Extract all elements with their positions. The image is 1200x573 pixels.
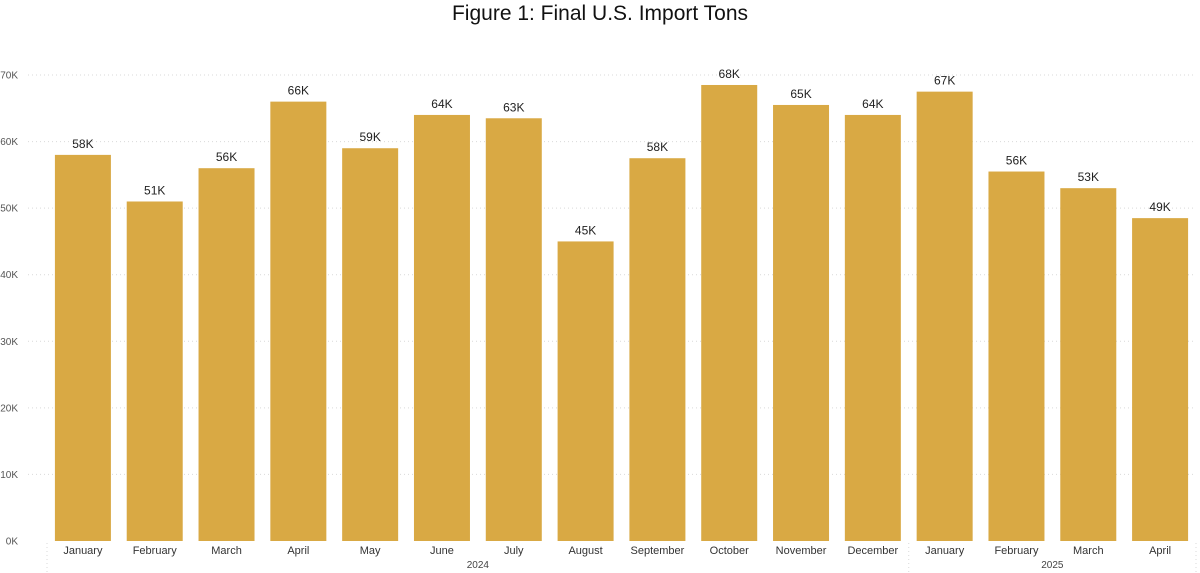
data-label: 49K	[1149, 200, 1170, 214]
bar	[557, 241, 614, 541]
group-label: 2025	[1041, 560, 1064, 571]
x-tick-label: May	[360, 545, 381, 557]
y-tick-label: 0K	[6, 537, 19, 548]
x-tick-label: July	[504, 545, 524, 557]
x-tick-label: April	[1149, 545, 1171, 557]
bar	[773, 104, 830, 541]
data-label: 58K	[647, 140, 668, 154]
y-tick-label: 50K	[0, 204, 18, 215]
data-label: 64K	[431, 97, 452, 111]
y-tick-label: 10K	[0, 470, 18, 481]
data-label: 66K	[288, 84, 309, 98]
group-label: 2024	[467, 560, 490, 571]
bars: 58K 51K 56K 66K 59K 64K 63K 45K 58K 68K 65K 64K 67K 5…	[54, 67, 1189, 542]
x-tick-label: August	[568, 545, 602, 557]
bar	[1060, 188, 1117, 541]
x-tick-label: February	[994, 545, 1039, 557]
bar	[701, 84, 758, 541]
y-tick-label: 30K	[0, 337, 18, 348]
bar	[126, 201, 183, 541]
bar	[54, 154, 111, 541]
data-label: 56K	[216, 150, 237, 164]
bar	[270, 101, 327, 541]
bar	[629, 158, 686, 541]
data-label: 68K	[719, 67, 740, 81]
bar	[916, 91, 973, 542]
x-tick-label: March	[211, 545, 242, 557]
chart-title: Figure 1: Final U.S. Import Tons	[451, 2, 749, 25]
x-tick-label: April	[287, 545, 309, 557]
data-label: 59K	[359, 130, 380, 144]
y-tick-label: 60K	[0, 137, 18, 148]
data-label: 63K	[503, 100, 524, 114]
x-tick-label: December	[847, 545, 898, 557]
bar	[1132, 218, 1189, 541]
x-tick-label: January	[63, 545, 103, 557]
bar	[198, 168, 255, 541]
data-label: 45K	[575, 223, 596, 237]
x-axis-groups: 2024 2025	[46, 543, 1197, 573]
y-tick-label: 20K	[0, 403, 18, 414]
data-label: 53K	[1078, 170, 1099, 184]
y-tick-label: 70K	[0, 71, 18, 82]
data-label: 51K	[144, 183, 165, 197]
x-tick-label: September	[631, 545, 685, 557]
x-tick-label: June	[430, 545, 454, 557]
y-tick-label: 40K	[0, 270, 18, 281]
data-label: 58K	[72, 137, 93, 151]
data-label: 64K	[862, 97, 883, 111]
data-label: 67K	[934, 74, 955, 88]
y-axis-ticks: 0K 10K 20K 30K 40K 50K 60K 70K	[0, 71, 18, 548]
x-tick-label: March	[1073, 545, 1104, 557]
x-axis-labels: January February March April May June July Augu…	[63, 545, 1171, 557]
bar	[988, 171, 1045, 541]
data-label: 56K	[1006, 154, 1027, 168]
bar	[485, 118, 542, 542]
x-tick-label: November	[776, 545, 827, 557]
bar	[342, 148, 399, 541]
x-tick-label: October	[710, 545, 749, 557]
x-tick-label: February	[133, 545, 178, 557]
bar	[413, 114, 470, 541]
data-label: 65K	[790, 87, 811, 101]
bar	[844, 114, 901, 541]
x-tick-label: January	[925, 545, 965, 557]
